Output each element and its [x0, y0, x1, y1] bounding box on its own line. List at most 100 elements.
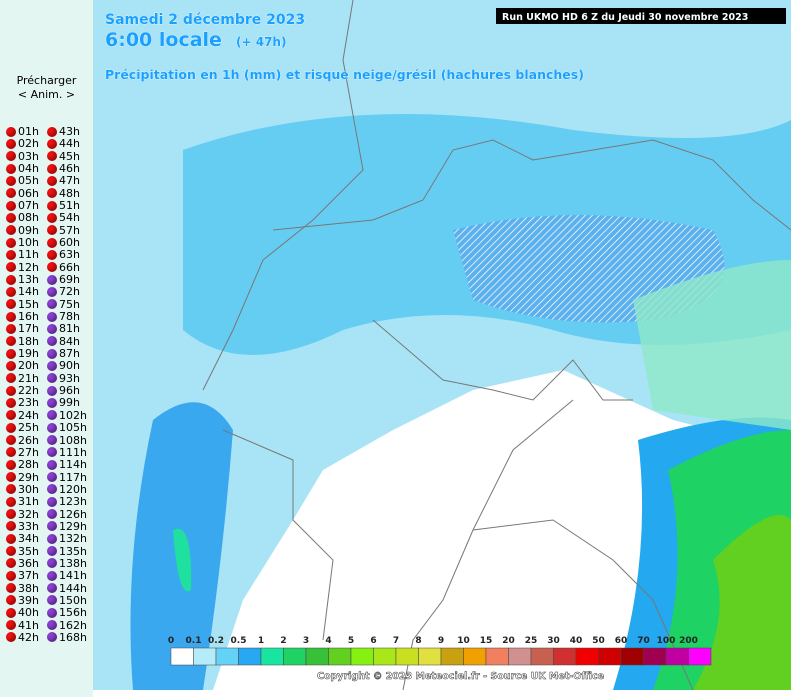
frame-link[interactable]: 57h: [47, 224, 80, 237]
frame-link[interactable]: 23h: [6, 396, 39, 409]
frame-link[interactable]: 24h: [6, 409, 39, 422]
frame-link[interactable]: 69h: [47, 273, 80, 286]
frame-link[interactable]: 20h: [6, 359, 39, 372]
frame-link[interactable]: 41h: [6, 619, 39, 632]
frame-link[interactable]: 14h: [6, 285, 39, 298]
frame-link[interactable]: 17h: [6, 322, 39, 335]
frame-link[interactable]: 09h: [6, 224, 39, 237]
legend-label: 100: [657, 636, 676, 646]
frame-link[interactable]: 63h: [47, 248, 80, 261]
frame-link[interactable]: 126h: [47, 508, 87, 521]
frame-link[interactable]: 168h: [47, 631, 87, 644]
frame-link[interactable]: 37h: [6, 569, 39, 582]
frame-link[interactable]: 46h: [47, 162, 80, 175]
preload[interactable]: Précharger: [16, 74, 77, 87]
frame-label: 168h: [59, 630, 87, 644]
frame-link[interactable]: 42h: [6, 631, 39, 644]
legend-label: 10: [457, 636, 470, 646]
frame-link[interactable]: 108h: [47, 434, 87, 447]
frame-link[interactable]: 114h: [47, 458, 87, 471]
frame-link[interactable]: 132h: [47, 532, 87, 545]
frame-link[interactable]: 33h: [6, 520, 39, 533]
frame-link[interactable]: 156h: [47, 606, 87, 619]
frame-link[interactable]: 21h: [6, 372, 39, 385]
frame-link[interactable]: 87h: [47, 347, 80, 360]
frame-link[interactable]: 66h: [47, 261, 80, 274]
anim[interactable]: < Anim. >: [17, 88, 76, 101]
frame-link[interactable]: 12h: [6, 261, 39, 274]
frame-link[interactable]: 06h: [6, 187, 39, 200]
frame-link[interactable]: 45h: [47, 150, 80, 163]
frame-link[interactable]: 36h: [6, 557, 39, 570]
frame-link[interactable]: 16h: [6, 310, 39, 323]
frame-dot: [6, 385, 16, 396]
frame-link[interactable]: 35h: [6, 545, 39, 558]
frame-link[interactable]: 08h: [6, 211, 39, 224]
frame-link[interactable]: 27h: [6, 446, 39, 459]
frame-link[interactable]: 26h: [6, 434, 39, 447]
legend-swatch: [328, 647, 352, 666]
frame-link[interactable]: 25h: [6, 421, 39, 434]
frame-link[interactable]: 01h: [6, 125, 39, 138]
frame-link[interactable]: 123h: [47, 495, 87, 508]
frame-link[interactable]: 138h: [47, 557, 87, 570]
frame-link[interactable]: 141h: [47, 569, 87, 582]
frame-link[interactable]: 38h: [6, 582, 39, 595]
frame-link[interactable]: 02h: [6, 137, 39, 150]
frame-link[interactable]: 96h: [47, 384, 80, 397]
frame-link[interactable]: 48h: [47, 187, 80, 200]
frame-link[interactable]: 32h: [6, 508, 39, 521]
frame-link[interactable]: 29h: [6, 471, 39, 484]
frame-link[interactable]: 44h: [47, 137, 80, 150]
frame-link[interactable]: 72h: [47, 285, 80, 298]
frame-link[interactable]: 07h: [6, 199, 39, 212]
frame-link[interactable]: 135h: [47, 545, 87, 558]
frame-link[interactable]: 28h: [6, 458, 39, 471]
frame-link[interactable]: 43h: [47, 125, 80, 138]
frame-label: 144h: [59, 581, 87, 595]
frame-dot: [47, 373, 57, 384]
frame-link[interactable]: 129h: [47, 520, 87, 533]
frame-link[interactable]: 34h: [6, 532, 39, 545]
frame-link[interactable]: 15h: [6, 298, 39, 311]
legend-label: 70: [637, 636, 650, 646]
frame-link[interactable]: 11h: [6, 248, 39, 261]
frame-link[interactable]: 84h: [47, 335, 80, 348]
frame-label: 54h: [59, 211, 80, 225]
frame-link[interactable]: 54h: [47, 211, 80, 224]
legend-swatch: [305, 647, 329, 666]
frame-link[interactable]: 47h: [47, 174, 80, 187]
frame-link[interactable]: 111h: [47, 446, 87, 459]
frame-link[interactable]: 13h: [6, 273, 39, 286]
frame-link[interactable]: 10h: [6, 236, 39, 249]
frame-link[interactable]: 40h: [6, 606, 39, 619]
frame-link[interactable]: 117h: [47, 471, 87, 484]
frame-link[interactable]: 105h: [47, 421, 87, 434]
frame-dot: [47, 200, 57, 211]
frame-link[interactable]: 31h: [6, 495, 39, 508]
frame-dot: [6, 484, 16, 495]
frame-link[interactable]: 150h: [47, 594, 87, 607]
frame-label: 37h: [18, 569, 39, 583]
frame-link[interactable]: 75h: [47, 298, 80, 311]
frame-link[interactable]: 03h: [6, 150, 39, 163]
frame-link[interactable]: 102h: [47, 409, 87, 422]
frame-link[interactable]: 81h: [47, 322, 80, 335]
frame-link[interactable]: 90h: [47, 359, 80, 372]
frame-link[interactable]: 04h: [6, 162, 39, 175]
frame-link[interactable]: 93h: [47, 372, 80, 385]
frame-link[interactable]: 18h: [6, 335, 39, 348]
frame-link[interactable]: 19h: [6, 347, 39, 360]
frame-link[interactable]: 30h: [6, 483, 39, 496]
frame-link[interactable]: 99h: [47, 396, 80, 409]
frame-link[interactable]: 22h: [6, 384, 39, 397]
frame-link[interactable]: 39h: [6, 594, 39, 607]
frame-link[interactable]: 78h: [47, 310, 80, 323]
frame-link[interactable]: 162h: [47, 619, 87, 632]
frame-label: 47h: [59, 174, 80, 188]
frame-link[interactable]: 120h: [47, 483, 87, 496]
frame-link[interactable]: 60h: [47, 236, 80, 249]
frame-link[interactable]: 144h: [47, 582, 87, 595]
frame-link[interactable]: 51h: [47, 199, 80, 212]
frame-link[interactable]: 05h: [6, 174, 39, 187]
